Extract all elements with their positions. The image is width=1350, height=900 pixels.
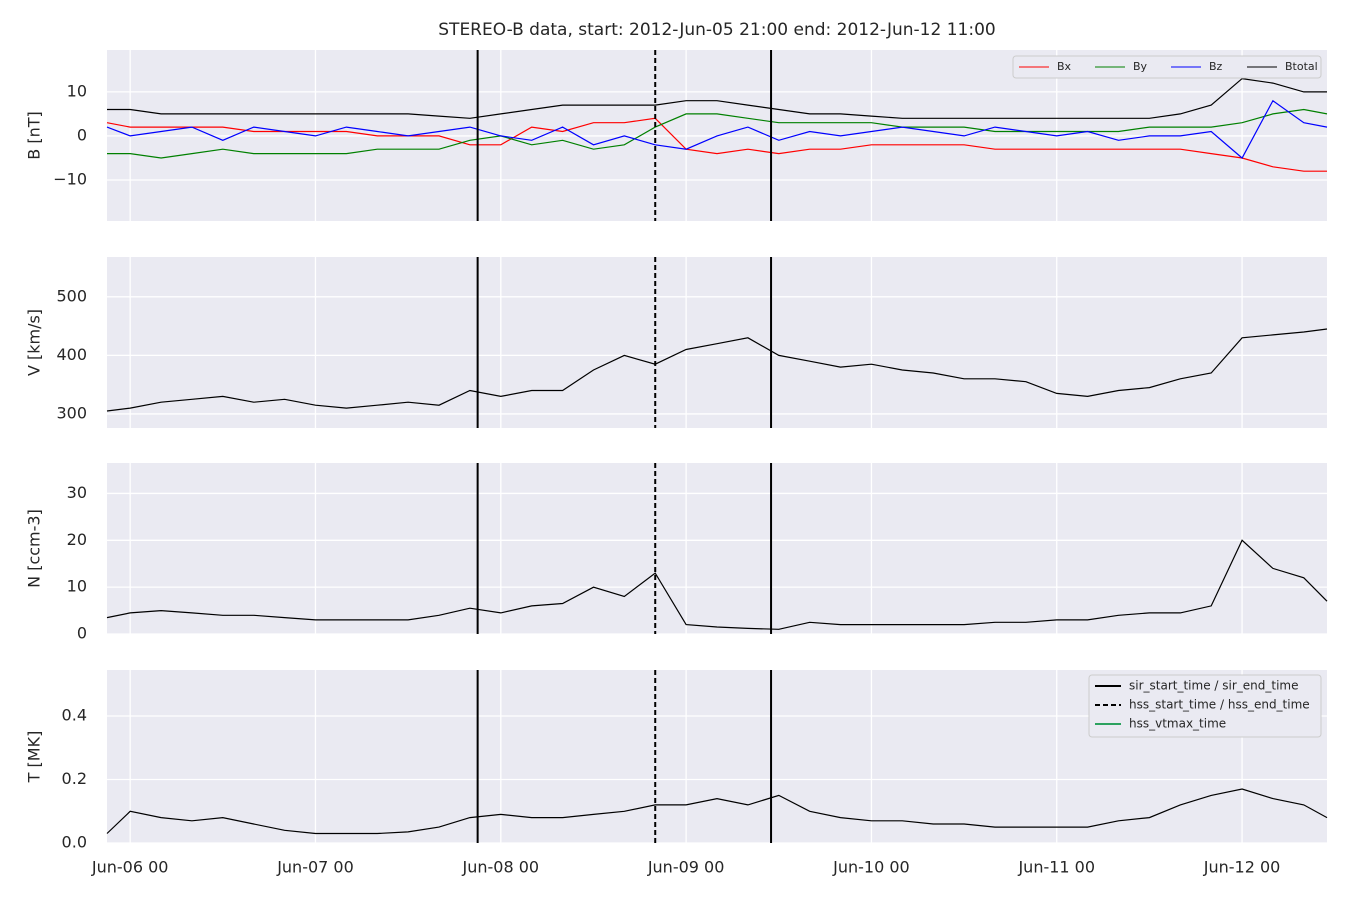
y-tick-label: 0.2: [62, 769, 87, 788]
x-tick-label: Jun-09 00: [647, 858, 725, 877]
y-tick-label: 0: [77, 624, 87, 643]
legend-label: hss_start_time / hss_end_time: [1129, 698, 1310, 712]
y-tick-label: 0.0: [62, 833, 87, 852]
data-line: [106, 99, 1328, 159]
legend-label: Bx: [1057, 60, 1072, 73]
figure-title: STEREO-B data, start: 2012-Jun-05 21:00 …: [438, 20, 995, 40]
y-tick-label: −10: [53, 170, 87, 189]
legend-label: sir_start_time / sir_end_time: [1129, 679, 1299, 693]
y-axis-label: T [MK]: [25, 731, 44, 784]
legend-label: hss_vtmax_time: [1129, 717, 1226, 731]
y-tick-label: 10: [67, 577, 87, 596]
y-tick-label: 30: [67, 483, 87, 502]
legend-label: Bz: [1209, 60, 1223, 73]
y-tick-label: 500: [56, 286, 87, 305]
x-tick-label: Jun-12 00: [1203, 858, 1281, 877]
y-axis-label: V [km/s]: [25, 309, 44, 376]
data-line: [107, 77, 1327, 119]
data-line: [106, 539, 1328, 630]
legend: Bx By Bz Btotal: [1012, 55, 1322, 79]
y-axis-label: N [ccm-3]: [25, 509, 44, 588]
x-tick-label: Jun-07 00: [276, 858, 354, 877]
plot-area: [107, 257, 1327, 428]
legend-label: Btotal: [1285, 60, 1318, 73]
y-tick-label: 0.4: [62, 706, 87, 725]
data-line: [106, 117, 1327, 172]
legend-box: [1012, 55, 1322, 79]
plot-area: [107, 463, 1327, 634]
legend: sir_start_time / sir_end_time hss_start_t…: [1088, 674, 1322, 738]
y-tick-label: 400: [56, 345, 87, 364]
y-tick-label: 10: [67, 81, 87, 100]
legend-box: [1088, 674, 1322, 738]
x-tick-label: Jun-08 00: [462, 858, 540, 877]
y-tick-label: 0: [77, 125, 87, 144]
x-tick-label: Jun-10 00: [832, 858, 910, 877]
x-tick-label: Jun-06 00: [91, 858, 169, 877]
data-line: [106, 788, 1328, 835]
y-tick-label: 20: [67, 530, 87, 549]
x-tick-label: Jun-11 00: [1017, 858, 1095, 877]
data-line: [107, 108, 1328, 159]
data-line: [106, 328, 1328, 412]
y-tick-label: 300: [56, 403, 87, 422]
legend-label: By: [1133, 60, 1148, 73]
y-axis-label: B [nT]: [25, 111, 44, 159]
